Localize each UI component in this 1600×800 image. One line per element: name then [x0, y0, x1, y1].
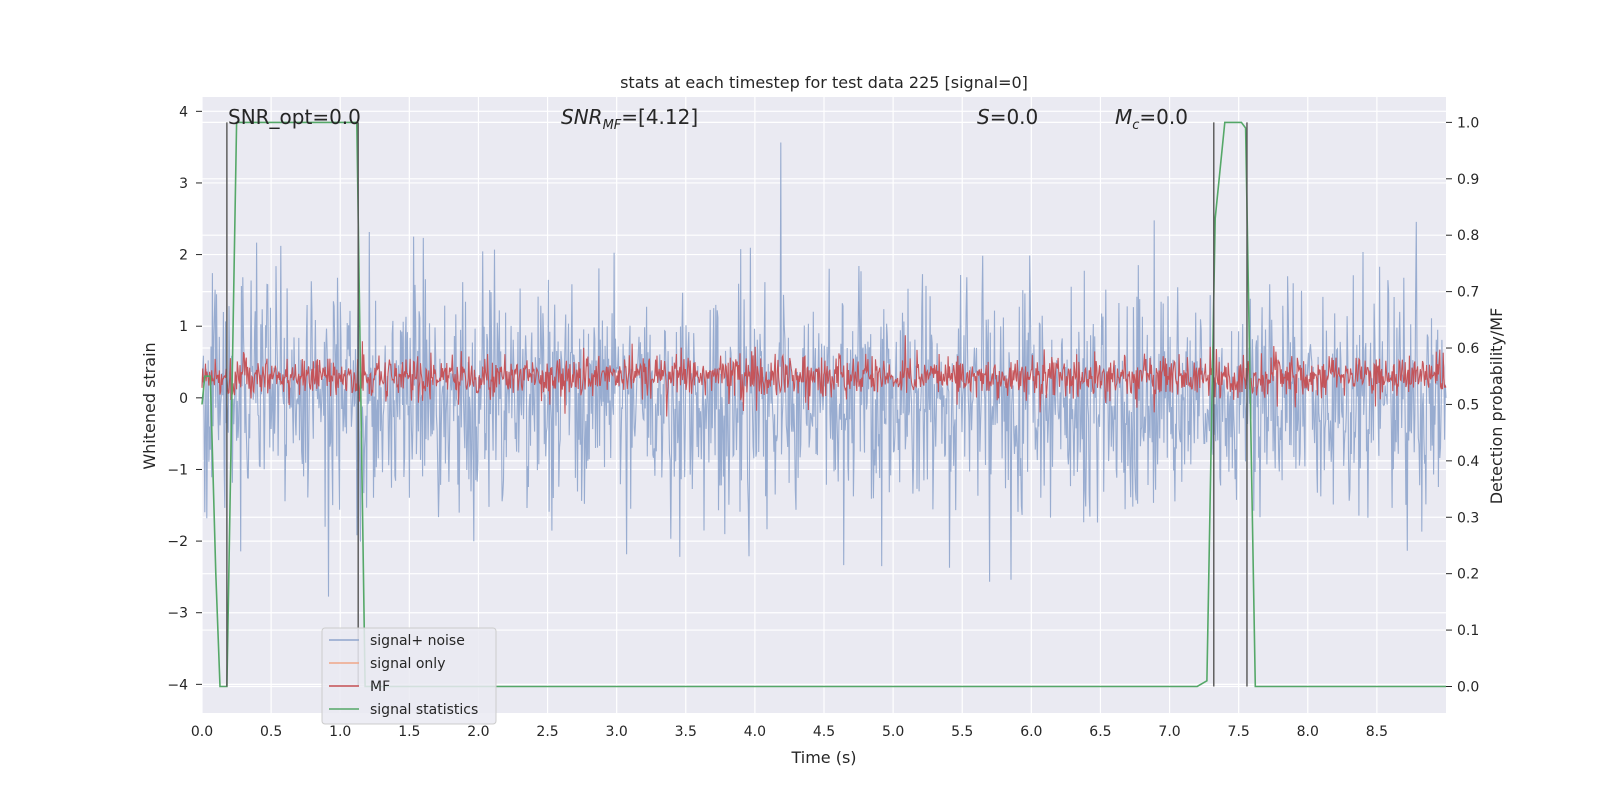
snr-mf-subscript: MF: [603, 118, 622, 133]
legend: signal+ noise signal only MF signal stat…: [321, 627, 497, 725]
snr-mf-symbol: SNR: [561, 105, 603, 129]
x-tick-label: 8.0: [1297, 724, 1319, 740]
grid: [201, 97, 1446, 713]
y-axis-label-right: Detection probability/MF: [1487, 308, 1506, 505]
annotation-snr-opt: SNR_opt=0.0: [228, 105, 361, 129]
y-tick-label-right: 0.8: [1457, 228, 1479, 244]
y-tick-label-right: 0.6: [1457, 341, 1479, 357]
x-tick-label: 7.5: [1228, 724, 1250, 740]
x-tick-label: 3.5: [675, 724, 697, 740]
annotation-s: S=0.0: [977, 105, 1038, 129]
annotation-snr-mf: SNRMF=[4.12]: [561, 105, 698, 133]
legend-box: [321, 627, 497, 725]
y-tick-labels-right: 1.0 0.9 0.8 0.7 0.6 0.5 0.4 0.3 0.2 0.1 0.0: [1446, 115, 1479, 695]
y-tick-label-right: 0.2: [1457, 567, 1479, 583]
x-tick-label: 1.5: [398, 724, 420, 740]
y-axis-label: Whitened strain: [140, 342, 159, 469]
y-tick-label-right: 0.9: [1457, 172, 1479, 188]
x-tick-label: 8.5: [1366, 724, 1388, 740]
y-tick-label-right: 0.3: [1457, 510, 1479, 526]
mc-symbol: M: [1115, 105, 1132, 129]
x-tick-label: 2.0: [467, 724, 489, 740]
y-tick-label-left: −4: [167, 677, 188, 693]
series-line-2: [201, 335, 1447, 417]
y-tick-label-right: 0.5: [1457, 397, 1479, 413]
x-tick-label: 5.5: [951, 724, 973, 740]
annotation-mc: Mc=0.0: [1115, 105, 1188, 133]
x-tick-label: 1.0: [329, 724, 351, 740]
x-tick-label: 3.0: [606, 724, 628, 740]
y-tick-label-right: 0.0: [1457, 679, 1479, 695]
x-tick-label: 7.0: [1158, 724, 1180, 740]
y-tick-label-left: 0: [179, 391, 188, 407]
y-tick-label-right: 0.1: [1457, 623, 1479, 639]
mc-value: =0.0: [1139, 105, 1188, 129]
y-tick-label-left: 4: [179, 104, 188, 120]
y-tick-label-left: 1: [179, 319, 188, 335]
legend-label-signal-only: signal only: [370, 656, 445, 672]
x-tick-label: 5.0: [882, 724, 904, 740]
legend-label-signal-statistics: signal statistics: [370, 702, 478, 718]
y-tick-label-right: 0.7: [1457, 285, 1479, 301]
y-tick-label-right: 1.0: [1457, 115, 1479, 131]
x-tick-label: 6.5: [1089, 724, 1111, 740]
y-tick-labels-left: 4 3 2 1 0 −1 −2 −3 −4: [167, 104, 202, 693]
y-tick-label-left: −1: [167, 462, 188, 478]
legend-label-mf: MF: [370, 679, 390, 695]
x-tick-label: 4.0: [744, 724, 766, 740]
s-value: =0.0: [990, 105, 1039, 129]
x-tick-label: 0.5: [260, 724, 282, 740]
x-tick-label: 2.5: [536, 724, 558, 740]
snr-mf-value: =[4.12]: [621, 105, 698, 129]
series-line-0: [201, 142, 1447, 597]
y-tick-label-right: 0.4: [1457, 454, 1479, 470]
y-tick-label-left: 2: [179, 248, 188, 264]
s-symbol: S: [977, 105, 990, 129]
x-tick-label: 4.5: [813, 724, 835, 740]
chart-title: stats at each timestep for test data 225…: [620, 73, 1028, 92]
legend-label-signal-noise: signal+ noise: [370, 633, 465, 649]
y-tick-label-left: −3: [167, 606, 188, 622]
vertical-markers: [226, 122, 1248, 687]
x-tick-labels: 0.0 0.5 1.0 1.5 2.0 2.5 3.0 3.5 4.0 4.5 5.0 5.5 6.0 6…: [191, 724, 1388, 740]
y-tick-label-left: −2: [167, 534, 188, 550]
y-tick-label-left: 3: [179, 176, 188, 192]
x-axis-label: Time (s): [790, 748, 856, 767]
mc-subscript: c: [1132, 118, 1139, 133]
x-tick-label: 0.0: [191, 724, 213, 740]
x-tick-label: 6.0: [1020, 724, 1042, 740]
